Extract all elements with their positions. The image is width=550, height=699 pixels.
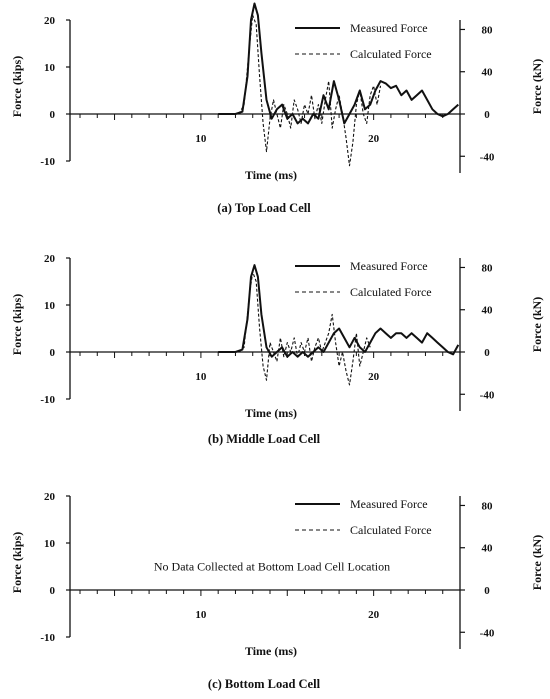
x-axis-title: Time (ms) — [245, 644, 297, 658]
y-tick-label: -10 — [40, 632, 55, 644]
x-tick-label: 20 — [368, 609, 380, 621]
panel-caption: (c) Bottom Load Cell — [208, 677, 321, 691]
y-axis-title: Force (kips) — [10, 294, 24, 355]
y-tick-label: 20 — [44, 15, 56, 27]
series-line-measured-force — [218, 264, 460, 358]
y2-tick-label: 80 — [482, 24, 494, 36]
legend-label-measured: Measured Force — [350, 21, 428, 35]
legend-label-calculated: Calculated Force — [350, 523, 432, 537]
y-tick-label: 0 — [50, 347, 56, 359]
y2-tick-label: 80 — [482, 262, 494, 274]
y-tick-label: -10 — [40, 394, 55, 406]
y2-axis-title: Force (kN) — [530, 297, 544, 352]
y2-tick-label: 40 — [482, 305, 494, 317]
y2-tick-label: 40 — [482, 67, 494, 79]
y-tick-label: 10 — [44, 300, 56, 312]
y-tick-label: 10 — [44, 62, 56, 74]
x-tick-label: 20 — [368, 133, 380, 145]
y-tick-label: 0 — [50, 585, 56, 597]
x-tick-label: 20 — [368, 371, 380, 383]
y2-tick-label: 0 — [484, 585, 490, 597]
x-axis-title: Time (ms) — [245, 168, 297, 182]
y2-tick-label: -40 — [480, 627, 495, 639]
series-line-calculated-force — [238, 271, 371, 386]
y2-axis-title: Force (kN) — [530, 59, 544, 114]
y2-tick-label: 40 — [482, 543, 494, 555]
y2-tick-label: -40 — [480, 151, 495, 163]
y-axis-title: Force (kips) — [10, 56, 24, 117]
y2-axis-title: Force (kN) — [530, 535, 544, 590]
y2-tick-label: 0 — [484, 109, 490, 121]
series-line-calculated-force — [238, 14, 382, 167]
y-tick-label: 10 — [44, 538, 56, 550]
legend-label-calculated: Calculated Force — [350, 285, 432, 299]
y-axis-title: Force (kips) — [10, 532, 24, 593]
legend-label-measured: Measured Force — [350, 259, 428, 273]
legend-label-measured: Measured Force — [350, 497, 428, 511]
panel-caption: (b) Middle Load Cell — [208, 432, 321, 446]
x-tick-label: 10 — [195, 609, 207, 621]
y2-tick-label: 0 — [484, 347, 490, 359]
x-axis-title: Time (ms) — [245, 406, 297, 420]
x-tick-label: 10 — [195, 371, 207, 383]
y-tick-label: -10 — [40, 156, 55, 168]
y-tick-label: 0 — [50, 109, 56, 121]
y2-tick-label: 80 — [482, 500, 494, 512]
y-tick-label: 20 — [44, 491, 56, 503]
no-data-note: No Data Collected at Bottom Load Cell Lo… — [154, 560, 390, 574]
legend-label-calculated: Calculated Force — [350, 47, 432, 61]
y2-tick-label: -40 — [480, 389, 495, 401]
y-tick-label: 20 — [44, 253, 56, 265]
x-tick-label: 10 — [195, 133, 207, 145]
panel-caption: (a) Top Load Cell — [217, 201, 311, 215]
